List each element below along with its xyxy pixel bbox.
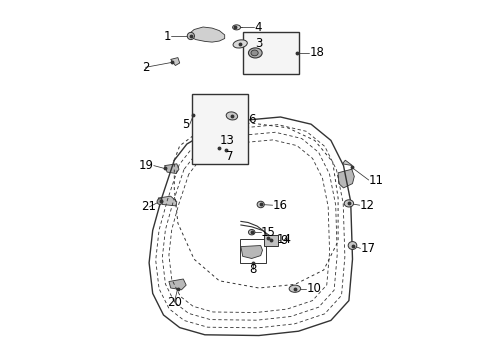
Polygon shape — [168, 279, 186, 290]
Text: 3: 3 — [255, 37, 262, 50]
Ellipse shape — [257, 201, 264, 208]
Ellipse shape — [248, 230, 254, 235]
Polygon shape — [158, 196, 177, 206]
Text: 20: 20 — [166, 296, 182, 309]
Text: 7: 7 — [226, 150, 233, 163]
Text: 11: 11 — [368, 174, 383, 186]
Polygon shape — [342, 160, 352, 166]
Ellipse shape — [250, 50, 258, 56]
Ellipse shape — [232, 25, 240, 30]
Ellipse shape — [248, 48, 262, 58]
Bar — [242, 32, 298, 74]
Bar — [192, 94, 247, 164]
Ellipse shape — [233, 40, 247, 48]
Text: 17: 17 — [360, 242, 375, 255]
Text: 12: 12 — [359, 199, 374, 212]
Polygon shape — [170, 58, 179, 66]
Text: 19: 19 — [139, 159, 153, 172]
Text: 8: 8 — [249, 263, 256, 276]
Text: 1: 1 — [163, 30, 171, 42]
Polygon shape — [221, 147, 232, 154]
Text: 4: 4 — [254, 21, 261, 34]
Polygon shape — [241, 246, 262, 258]
Bar — [264, 235, 277, 246]
Text: 21: 21 — [142, 201, 156, 213]
Ellipse shape — [288, 285, 300, 292]
Text: 15: 15 — [260, 226, 275, 239]
Text: 5: 5 — [182, 118, 189, 131]
Text: 16: 16 — [272, 199, 287, 212]
Polygon shape — [337, 169, 354, 188]
Polygon shape — [199, 99, 212, 105]
Polygon shape — [197, 106, 213, 118]
Text: 14: 14 — [276, 233, 290, 246]
Circle shape — [187, 32, 194, 40]
Text: 13: 13 — [219, 134, 234, 147]
Circle shape — [157, 199, 163, 204]
Text: 6: 6 — [247, 113, 255, 126]
Ellipse shape — [226, 112, 237, 120]
Ellipse shape — [344, 200, 353, 207]
Polygon shape — [164, 164, 179, 174]
Ellipse shape — [347, 242, 356, 249]
Text: 10: 10 — [306, 282, 321, 295]
Bar — [240, 239, 265, 263]
Text: 2: 2 — [142, 61, 149, 74]
Polygon shape — [188, 27, 224, 42]
Text: 9: 9 — [279, 234, 286, 247]
Text: 18: 18 — [309, 46, 324, 59]
